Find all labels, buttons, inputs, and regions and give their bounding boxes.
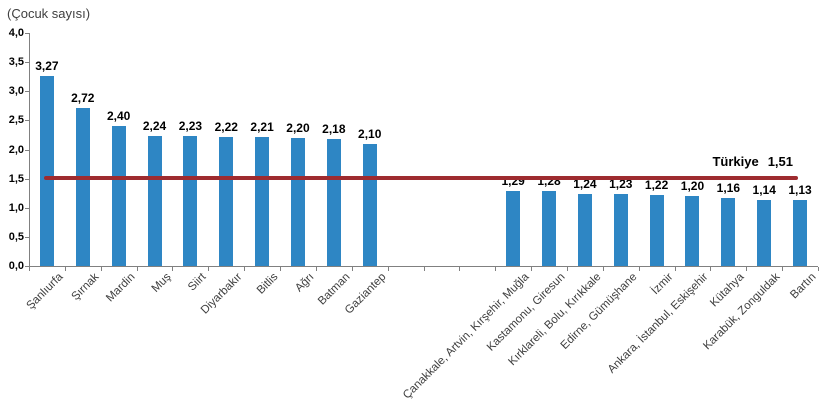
bar (219, 136, 234, 266)
x-axis-line (29, 266, 818, 267)
x-axis-tick (29, 267, 30, 271)
y-axis-tick-label: 3,5 (8, 56, 24, 69)
y-axis-tick-label: 1,5 (8, 172, 24, 185)
bar-value-label: 2,22 (214, 119, 238, 134)
bar-value-label: 2,10 (358, 126, 382, 141)
x-axis-tick (315, 267, 317, 271)
reference-line-name: Türkiye (712, 154, 759, 169)
bar (649, 194, 664, 266)
bar-value-label: 2,24 (142, 118, 167, 133)
y-axis-tick-label: 0,5 (8, 230, 24, 243)
bar-value-label: 2,21 (250, 120, 274, 135)
y-axis-line (29, 33, 30, 266)
bar-value-label: 1,16 (716, 181, 740, 196)
bar (613, 194, 628, 266)
bar-value-label: 2,20 (286, 120, 310, 135)
bar (506, 190, 521, 266)
x-axis-tick (64, 267, 66, 271)
x-axis-tick (495, 267, 497, 271)
x-axis-tick (818, 267, 819, 271)
x-axis-tick (387, 267, 389, 271)
bar (255, 137, 270, 266)
x-axis-tick (280, 267, 282, 271)
bar (147, 135, 162, 266)
bar (111, 126, 126, 266)
x-axis-tick (566, 267, 568, 271)
x-axis-tick (782, 267, 784, 271)
y-axis-unit-label: (Çocuk sayısı) (7, 6, 91, 21)
y-axis-tick-label: 2,0 (8, 143, 24, 156)
bar (721, 198, 736, 266)
y-axis-tick-label: 1,0 (8, 201, 24, 214)
x-axis-tick (710, 267, 712, 271)
bar-value-label: 2,23 (178, 119, 203, 134)
y-axis-tick-label: 0,0 (8, 260, 24, 272)
bar-value-label: 1,20 (680, 179, 705, 194)
bar-value-label: 1,24 (573, 176, 597, 191)
y-axis-tick (25, 91, 29, 93)
bar (362, 143, 377, 266)
bar (542, 191, 557, 266)
x-axis-tick (602, 267, 604, 271)
bar-value-label: 2,18 (322, 122, 346, 136)
x-axis-tick (746, 267, 748, 271)
bar-value-label: 2,72 (71, 90, 95, 105)
y-axis-tick (25, 120, 29, 122)
reference-line-value: 1,51 (767, 154, 793, 169)
y-axis-tick-label: 4,0 (8, 27, 24, 39)
bar (290, 137, 305, 266)
bar (75, 107, 90, 266)
x-axis-tick (100, 267, 102, 271)
bar-value-label: 1,13 (788, 183, 812, 198)
bar (326, 139, 341, 266)
reference-line-label: Türkiye 1,51 (712, 154, 793, 169)
x-axis-tick (351, 267, 353, 271)
y-axis-tick-label: 3,0 (8, 85, 24, 98)
y-axis-tick (25, 178, 29, 180)
y-axis-tick (25, 207, 29, 209)
y-axis-tick-label: 2,5 (8, 114, 24, 127)
x-axis-tick (531, 267, 533, 271)
x-axis-tick (244, 267, 246, 271)
x-axis-tick (459, 267, 461, 271)
y-axis-tick (25, 33, 29, 34)
x-axis-tick (172, 267, 174, 271)
x-axis-tick (423, 267, 425, 271)
x-axis-tick (674, 267, 676, 271)
bar (577, 193, 592, 266)
y-axis-tick (25, 236, 29, 238)
bar (793, 200, 808, 266)
bar (685, 196, 700, 266)
reference-line (44, 176, 798, 181)
bar-value-label: 2,40 (106, 109, 131, 124)
bar-value-label: 3,27 (35, 58, 59, 73)
y-axis-tick (25, 149, 29, 151)
x-axis-tick (136, 267, 138, 271)
bar (183, 136, 198, 266)
bar-value-label: 1,14 (752, 182, 776, 197)
x-axis-tick (638, 267, 640, 271)
bar (39, 75, 54, 266)
y-axis-tick (25, 62, 29, 64)
bar (757, 199, 772, 266)
bar-value-label: 1,22 (644, 177, 669, 192)
x-axis-tick (208, 267, 210, 271)
bar-value-label: 1,23 (609, 177, 633, 192)
y-axis-tick (25, 266, 29, 267)
